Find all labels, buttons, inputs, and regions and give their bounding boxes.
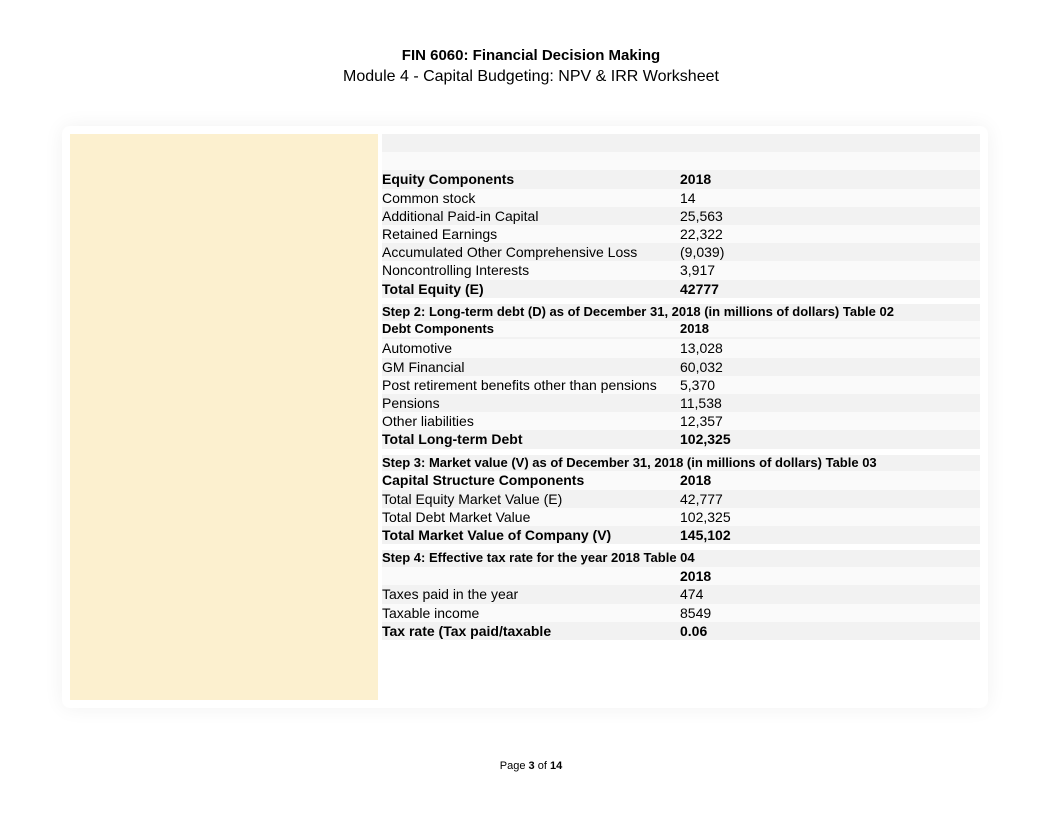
step2-title: Step 2: Long-term debt (D) as of Decembe…: [382, 304, 980, 321]
table-row: Step 2: Long-term debt (D) as of Decembe…: [382, 304, 980, 321]
cell-value: 11,538: [680, 394, 980, 412]
cell-value: 474: [680, 585, 980, 603]
table-row: Other liabilities 12,357: [382, 412, 980, 430]
page-header: FIN 6060: Financial Decision Making Modu…: [0, 0, 1062, 108]
table-row: Debt Components 2018: [382, 321, 980, 338]
cell-label: Retained Earnings: [382, 225, 680, 243]
data-table: Equity Components 2018 Common stock 14 A…: [382, 134, 980, 640]
cell-value: 60,032: [680, 358, 980, 376]
table-row: Equity Components 2018: [382, 170, 980, 188]
right-panel: Equity Components 2018 Common stock 14 A…: [382, 134, 980, 700]
module-title: Module 4 - Capital Budgeting: NPV & IRR …: [0, 66, 1062, 88]
footer-of: of: [535, 760, 550, 772]
cell-label: Total Equity Market Value (E): [382, 490, 680, 508]
cell-value: 12,357: [680, 412, 980, 430]
cell-label: Post retirement benefits other than pens…: [382, 376, 680, 394]
table-row: Accumulated Other Comprehensive Loss (9,…: [382, 243, 980, 261]
step4-total-value: 0.06: [680, 622, 980, 640]
step4-header-year: 2018: [680, 567, 980, 585]
step2-total-value: 102,325: [680, 430, 980, 448]
table-row: Tax rate (Tax paid/taxable 0.06: [382, 622, 980, 640]
cell-value: 3,917: [680, 261, 980, 279]
table-row: [382, 134, 980, 152]
step4-header-label: [382, 567, 680, 585]
table-row: Total Debt Market Value 102,325: [382, 508, 980, 526]
step3-total-label: Total Market Value of Company (V): [382, 526, 680, 544]
page-footer: Page 3 of 14: [0, 760, 1062, 772]
table-row: Retained Earnings 22,322: [382, 225, 980, 243]
cell-value: (9,039): [680, 243, 980, 261]
equity-header-year: 2018: [680, 170, 980, 188]
step4-total-label: Tax rate (Tax paid/taxable: [382, 622, 680, 640]
cell-label: GM Financial: [382, 358, 680, 376]
table-row: 2018: [382, 567, 980, 585]
table-row: GM Financial 60,032: [382, 358, 980, 376]
table-row: Additional Paid-in Capital 25,563: [382, 207, 980, 225]
cell-value: 25,563: [680, 207, 980, 225]
step2-header-label: Debt Components: [382, 321, 680, 338]
table-row: Post retirement benefits other than pens…: [382, 376, 980, 394]
table-row: Taxable income 8549: [382, 604, 980, 622]
table-row: Pensions 11,538: [382, 394, 980, 412]
cell-value: 14: [680, 189, 980, 207]
content-card: Equity Components 2018 Common stock 14 A…: [62, 126, 988, 708]
equity-header-label: Equity Components: [382, 170, 680, 188]
table-row: Automotive 13,028: [382, 339, 980, 357]
course-title: FIN 6060: Financial Decision Making: [0, 45, 1062, 66]
cell-label: Common stock: [382, 189, 680, 207]
step3-total-value: 145,102: [680, 526, 980, 544]
table-row: Noncontrolling Interests 3,917: [382, 261, 980, 279]
table-row: Total Equity (E) 42777: [382, 280, 980, 298]
table-row: Step 3: Market value (V) as of December …: [382, 455, 980, 472]
cell-label: Other liabilities: [382, 412, 680, 430]
step2-total-label: Total Long-term Debt: [382, 430, 680, 448]
left-panel: [70, 134, 378, 700]
step2-header-year: 2018: [680, 321, 980, 338]
step3-title: Step 3: Market value (V) as of December …: [382, 455, 980, 472]
cell-label: Automotive: [382, 339, 680, 357]
cell-value: 42,777: [680, 490, 980, 508]
table-row: Total Long-term Debt 102,325: [382, 430, 980, 448]
cell-value: 22,322: [680, 225, 980, 243]
table-row: [382, 152, 980, 170]
table-row: Capital Structure Components 2018: [382, 471, 980, 489]
table-row: Common stock 14: [382, 189, 980, 207]
step4-title: Step 4: Effective tax rate for the year …: [382, 550, 980, 567]
cell-value: 8549: [680, 604, 980, 622]
cell-value: 13,028: [680, 339, 980, 357]
cell-label: Additional Paid-in Capital: [382, 207, 680, 225]
cell-label: Noncontrolling Interests: [382, 261, 680, 279]
cell-label: Total Debt Market Value: [382, 508, 680, 526]
footer-total-pages: 14: [550, 760, 562, 772]
table-row: Step 4: Effective tax rate for the year …: [382, 550, 980, 567]
step3-header-year: 2018: [680, 471, 980, 489]
cell-label: Accumulated Other Comprehensive Loss: [382, 243, 680, 261]
cell-value: 102,325: [680, 508, 980, 526]
cell-label: Taxes paid in the year: [382, 585, 680, 603]
cell-value: 5,370: [680, 376, 980, 394]
table-row: Total Market Value of Company (V) 145,10…: [382, 526, 980, 544]
footer-prefix: Page: [500, 760, 529, 772]
cell-label: Taxable income: [382, 604, 680, 622]
step3-header-label: Capital Structure Components: [382, 471, 680, 489]
equity-total-value: 42777: [680, 280, 980, 298]
table-row: Total Equity Market Value (E) 42,777: [382, 490, 980, 508]
equity-total-label: Total Equity (E): [382, 280, 680, 298]
table-row: Taxes paid in the year 474: [382, 585, 980, 603]
cell-label: Pensions: [382, 394, 680, 412]
